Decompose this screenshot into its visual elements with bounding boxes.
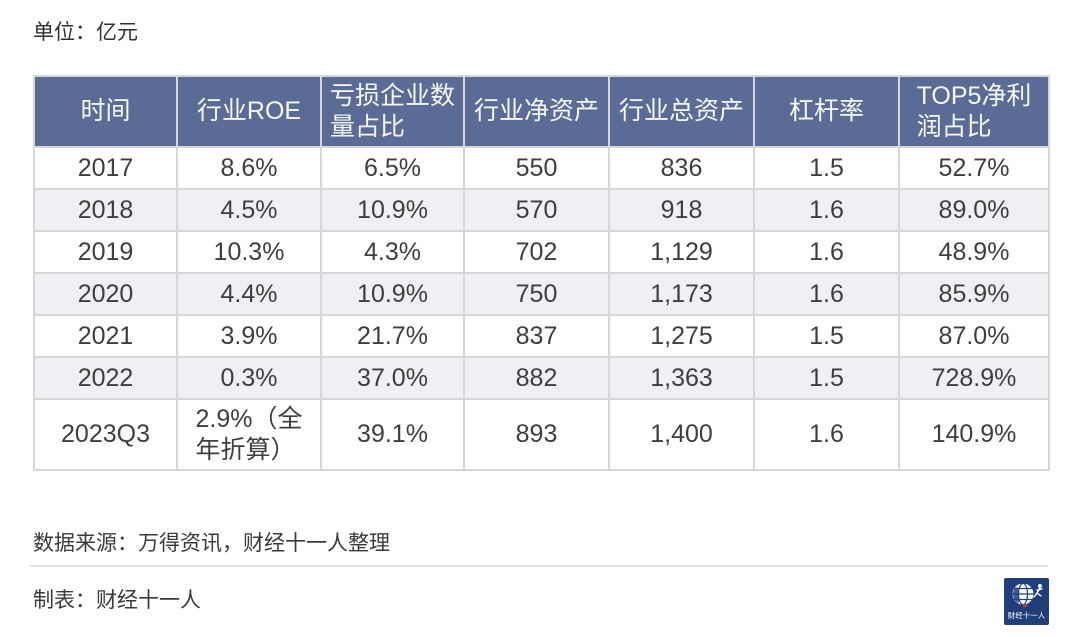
table-cell-top5-net-profit-share: 728.9% <box>898 356 1050 400</box>
table-cell-industry-roe: 0.3% <box>176 356 322 400</box>
column-header-industry-total-assets: 行业总资产 <box>608 75 755 148</box>
table-row: 2018 4.5% 10.9% 570 918 1.6 89.0% <box>33 188 1050 232</box>
table-cell-loss-company-count-ratio: 10.9% <box>320 272 465 316</box>
table-cell-industry-net-assets: 750 <box>463 272 610 316</box>
table-cell-industry-net-assets: 893 <box>463 398 610 471</box>
table-cell-leverage-ratio: 1.6 <box>753 230 900 274</box>
table-cell-leverage-ratio: 1.6 <box>753 398 900 471</box>
globe-icon: 财经十一人 <box>1008 582 1046 620</box>
footer-divider <box>30 565 1048 567</box>
table-cell-leverage-ratio: 1.5 <box>753 314 900 358</box>
table-cell-top5-net-profit-share: 52.7% <box>898 146 1050 190</box>
table-cell-industry-roe: 2.9%（全 年折算） <box>176 398 322 471</box>
column-header-industry-roe: 行业ROE <box>176 75 322 148</box>
publisher-logo: 财经十一人 <box>1004 578 1049 625</box>
table-cell-industry-net-assets: 882 <box>463 356 610 400</box>
table-cell-industry-roe: 4.4% <box>176 272 322 316</box>
table-cell-time: 2020 <box>33 272 178 316</box>
table-cell-leverage-ratio: 1.6 <box>753 188 900 232</box>
table-cell-loss-company-count-ratio: 37.0% <box>320 356 465 400</box>
table-cell-time: 2022 <box>33 356 178 400</box>
table-cell-top5-net-profit-share: 85.9% <box>898 272 1050 316</box>
table-row: 2021 3.9% 21.7% 837 1,275 1.5 87.0% <box>33 314 1050 358</box>
table-credit-note: 制表：财经十一人 <box>33 589 201 612</box>
table-row: 2022 0.3% 37.0% 882 1,363 1.5 728.9% <box>33 356 1050 400</box>
table-row: 2017 8.6% 6.5% 550 836 1.5 52.7% <box>33 146 1050 190</box>
column-header-top5-net-profit-share: TOP5净利 润占比 <box>898 75 1050 148</box>
table-cell-industry-total-assets: 1,129 <box>608 230 755 274</box>
table-cell-loss-company-count-ratio: 39.1% <box>320 398 465 471</box>
data-source-note: 数据来源：万得资讯，财经十一人整理 <box>33 532 390 555</box>
table-cell-industry-net-assets: 837 <box>463 314 610 358</box>
table-row: 2020 4.4% 10.9% 750 1,173 1.6 85.9% <box>33 272 1050 316</box>
table-cell-industry-total-assets: 1,400 <box>608 398 755 471</box>
table-cell-industry-roe: 3.9% <box>176 314 322 358</box>
table-row: 2019 10.3% 4.3% 702 1,129 1.6 48.9% <box>33 230 1050 274</box>
table-cell-industry-total-assets: 1,275 <box>608 314 755 358</box>
table-cell-loss-company-count-ratio: 4.3% <box>320 230 465 274</box>
table-row: 2023Q3 2.9%（全 年折算） 39.1% 893 1,400 1.6 140.9% <box>33 398 1050 471</box>
unit-label: 单位：亿元 <box>33 21 138 44</box>
table-cell-leverage-ratio: 1.5 <box>753 146 900 190</box>
table-cell-industry-roe: 10.3% <box>176 230 322 274</box>
table-cell-industry-net-assets: 550 <box>463 146 610 190</box>
table-cell-industry-net-assets: 570 <box>463 188 610 232</box>
table-cell-loss-company-count-ratio: 10.9% <box>320 188 465 232</box>
table-cell-loss-company-count-ratio: 21.7% <box>320 314 465 358</box>
column-header-time: 时间 <box>33 75 178 148</box>
table-cell-time: 2017 <box>33 146 178 190</box>
table-cell-industry-total-assets: 1,363 <box>608 356 755 400</box>
column-header-loss-company-count-ratio: 亏损企业数 量占比 <box>320 75 465 148</box>
table-cell-industry-total-assets: 1,173 <box>608 272 755 316</box>
table-cell-loss-company-count-ratio: 6.5% <box>320 146 465 190</box>
table-cell-industry-total-assets: 836 <box>608 146 755 190</box>
table-cell-leverage-ratio: 1.6 <box>753 272 900 316</box>
logo-text: 财经十一人 <box>1008 610 1046 620</box>
table-cell-top5-net-profit-share: 87.0% <box>898 314 1050 358</box>
table-cell-industry-roe: 4.5% <box>176 188 322 232</box>
column-header-industry-net-assets: 行业净资产 <box>463 75 610 148</box>
table-cell-industry-total-assets: 918 <box>608 188 755 232</box>
table-cell-industry-roe: 8.6% <box>176 146 322 190</box>
table-header-row: 时间 行业ROE 亏损企业数 量占比 行业净资产 行业总资产 杠杆率 TOP5净利 润占比 <box>33 75 1050 148</box>
table-cell-time: 2021 <box>33 314 178 358</box>
table-cell-top5-net-profit-share: 89.0% <box>898 188 1050 232</box>
table-cell-industry-net-assets: 702 <box>463 230 610 274</box>
table-body: 2017 8.6% 6.5% 550 836 1.5 52.7% 2018 4.5% 10.9% 5… <box>33 146 1050 471</box>
table-cell-time: 2019 <box>33 230 178 274</box>
table-cell-leverage-ratio: 1.5 <box>753 356 900 400</box>
table-cell-top5-net-profit-share: 140.9% <box>898 398 1050 471</box>
column-header-leverage-ratio: 杠杆率 <box>753 75 900 148</box>
industry-financial-table: 时间 行业ROE 亏损企业数 量占比 行业净资产 行业总资产 杠杆率 TOP5净利 润占比 … <box>33 75 1050 471</box>
table-cell-time: 2018 <box>33 188 178 232</box>
table-cell-time: 2023Q3 <box>33 398 178 471</box>
table-cell-top5-net-profit-share: 48.9% <box>898 230 1050 274</box>
